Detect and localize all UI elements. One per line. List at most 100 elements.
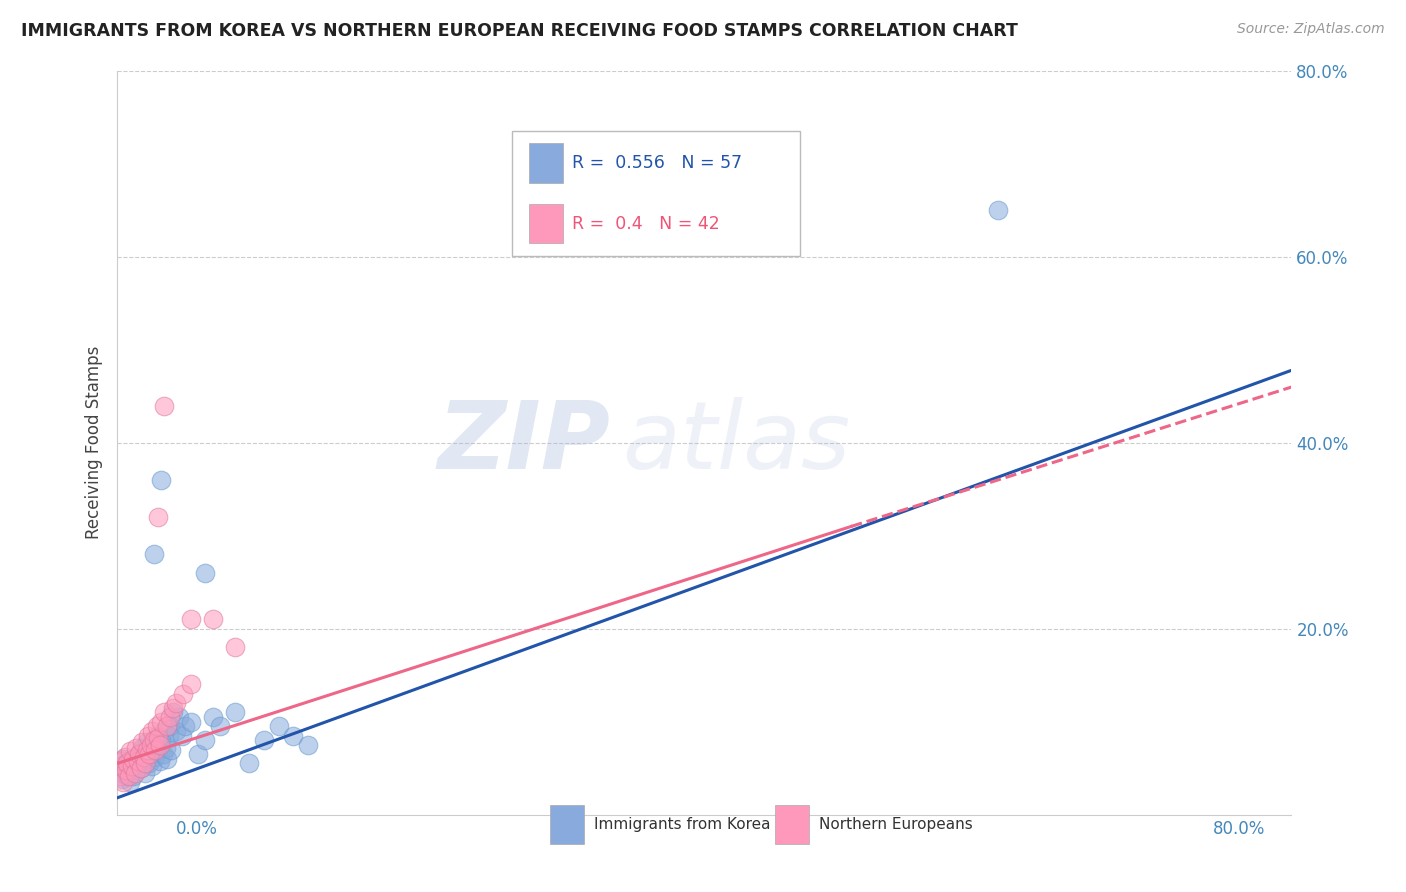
Point (267, 719, 290, 733)
Point (142, 738, 165, 752)
Point (138, 756, 160, 771)
Point (122, 752, 145, 766)
Point (114, 763, 136, 777)
Point (146, 729, 169, 743)
Point (141, 759, 163, 773)
Point (156, 752, 179, 766)
Point (167, 710, 190, 724)
Point (159, 719, 181, 733)
Point (122, 768, 145, 782)
Point (148, 731, 170, 746)
Point (150, 733, 173, 747)
Point (128, 747, 150, 761)
Point (124, 752, 146, 766)
Point (152, 747, 174, 761)
Point (162, 700, 184, 714)
Text: Source: ZipAtlas.com: Source: ZipAtlas.com (1237, 22, 1385, 37)
Point (136, 752, 159, 766)
Point (125, 740, 148, 755)
Point (120, 775, 142, 789)
Point (165, 723, 187, 738)
Point (132, 754, 155, 768)
Point (180, 714, 202, 729)
Point (108, 759, 131, 773)
Point (124, 765, 146, 780)
Point (150, 714, 173, 729)
Point (136, 729, 159, 743)
Point (149, 754, 172, 768)
Point (114, 750, 136, 764)
Point (153, 706, 176, 720)
Point (180, 612, 202, 626)
Point (194, 566, 217, 580)
Point (120, 744, 142, 758)
Point (224, 706, 246, 720)
Point (117, 756, 139, 771)
Point (297, 738, 319, 752)
Point (118, 768, 141, 782)
Point (139, 738, 162, 752)
Point (121, 759, 143, 773)
Point (283, 729, 305, 743)
Text: 80.0%: 80.0% (1213, 820, 1265, 838)
Point (165, 696, 187, 710)
Point (142, 733, 165, 747)
Point (107, 765, 129, 780)
Point (157, 729, 180, 743)
Point (134, 756, 156, 771)
Point (127, 756, 149, 771)
Point (201, 710, 224, 724)
Point (129, 761, 152, 775)
Point (127, 754, 149, 768)
Point (170, 729, 193, 743)
Point (187, 747, 209, 761)
Point (110, 754, 132, 768)
Point (110, 772, 132, 787)
Point (141, 723, 163, 738)
Point (987, 203, 1010, 218)
Point (112, 752, 135, 766)
Point (131, 735, 153, 749)
Point (159, 710, 181, 724)
Text: R =  0.556   N = 57: R = 0.556 N = 57 (572, 154, 742, 172)
Point (138, 747, 160, 761)
Point (107, 761, 129, 775)
Point (162, 706, 184, 720)
Point (108, 768, 131, 782)
Point (148, 510, 170, 524)
Point (131, 740, 153, 755)
Point (115, 756, 138, 771)
Point (194, 733, 217, 747)
Point (224, 640, 246, 655)
Point (112, 775, 135, 789)
Point (132, 750, 155, 764)
Point (160, 742, 183, 756)
Text: Immigrants from Korea: Immigrants from Korea (593, 817, 770, 831)
Point (142, 547, 165, 561)
Point (135, 735, 157, 749)
Text: R =  0.4   N = 42: R = 0.4 N = 42 (572, 215, 720, 233)
Point (143, 750, 166, 764)
Point (155, 740, 177, 755)
Point (134, 765, 156, 780)
Text: IMMIGRANTS FROM KOREA VS NORTHERN EUROPEAN RECEIVING FOOD STAMPS CORRELATION CHA: IMMIGRANTS FROM KOREA VS NORTHERN EUROPE… (21, 22, 1018, 40)
Point (173, 719, 195, 733)
Text: Northern Europeans: Northern Europeans (818, 817, 973, 831)
Point (153, 399, 176, 413)
Point (201, 612, 224, 626)
Point (156, 719, 179, 733)
Point (148, 742, 170, 756)
Point (146, 719, 169, 733)
Point (153, 723, 176, 738)
Point (149, 738, 172, 752)
Text: ZIP: ZIP (437, 397, 610, 489)
Point (253, 733, 276, 747)
Point (208, 719, 231, 733)
Point (118, 754, 141, 768)
Point (128, 747, 150, 761)
Point (172, 687, 194, 701)
Y-axis label: Receiving Food Stamps: Receiving Food Stamps (86, 346, 103, 540)
Point (180, 677, 202, 691)
Point (135, 742, 157, 756)
Point (238, 756, 260, 771)
